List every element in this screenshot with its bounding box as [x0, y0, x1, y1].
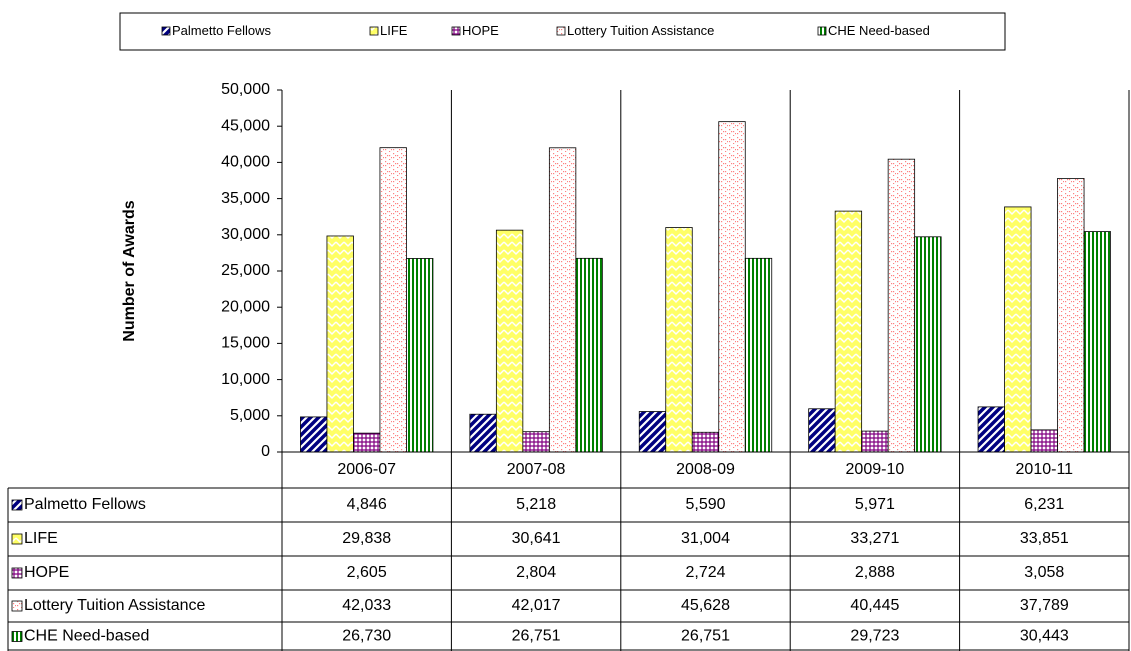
bar	[1057, 178, 1085, 453]
legend-swatch	[369, 26, 379, 36]
table-swatch	[11, 567, 23, 579]
table-value: 42,033	[342, 597, 391, 614]
y-tick-label: 35,000	[221, 190, 270, 207]
table-row-label: CHE Need-based	[24, 628, 149, 645]
bar	[1004, 206, 1032, 453]
legend-swatch	[161, 26, 171, 36]
bar	[914, 236, 942, 453]
table-value: 5,218	[516, 496, 556, 513]
table-value: 45,628	[681, 597, 730, 614]
table-value: 2,888	[855, 564, 895, 581]
y-tick-label: 0	[261, 443, 270, 460]
table-value: 6,231	[1024, 496, 1064, 513]
table-value: 26,730	[342, 628, 391, 645]
y-tick-label: 45,000	[221, 117, 270, 134]
table-row-label: Palmetto Fellows	[24, 496, 146, 513]
table-row-label: HOPE	[24, 564, 69, 581]
bar	[379, 147, 407, 453]
bar	[469, 413, 497, 453]
table-value: 40,445	[850, 597, 899, 614]
bar	[861, 430, 889, 453]
x-tick-label: 2006-07	[337, 461, 396, 478]
table-value: 26,751	[681, 628, 730, 645]
legend-swatch	[817, 26, 827, 36]
bar	[1030, 429, 1058, 453]
bar	[1083, 231, 1111, 453]
legend-swatch	[556, 26, 566, 36]
table-value: 31,004	[681, 530, 730, 547]
bar	[808, 408, 836, 453]
bar	[406, 258, 434, 453]
bar	[665, 227, 693, 453]
table-swatch	[11, 499, 23, 511]
table-value: 29,838	[342, 530, 391, 547]
bar	[353, 432, 381, 453]
table-value: 2,804	[516, 564, 556, 581]
bar	[300, 416, 328, 453]
bar	[522, 431, 550, 453]
table-row-label: Lottery Tuition Assistance	[24, 597, 206, 614]
bar	[887, 158, 916, 453]
y-axis-label: Number of Awards	[121, 200, 138, 341]
bar	[638, 411, 667, 453]
legend-label: CHE Need-based	[828, 23, 930, 38]
bar	[977, 406, 1005, 453]
bar	[691, 431, 720, 453]
table-value: 4,846	[347, 496, 387, 513]
y-tick-label: 30,000	[221, 226, 270, 243]
table-swatch	[11, 600, 23, 612]
bar	[744, 257, 773, 453]
table-swatch	[11, 533, 23, 545]
table-value: 2,605	[347, 564, 387, 581]
legend-label: HOPE	[462, 23, 499, 38]
y-tick-label: 15,000	[221, 335, 270, 352]
bar	[575, 257, 603, 453]
table-value: 33,851	[1020, 530, 1069, 547]
y-tick-label: 40,000	[221, 154, 270, 171]
x-tick-label: 2008-09	[676, 461, 735, 478]
y-tick-label: 50,000	[221, 81, 270, 98]
y-tick-label: 5,000	[230, 407, 270, 424]
x-tick-label: 2009-10	[846, 461, 905, 478]
table-value: 37,789	[1020, 597, 1069, 614]
table-row-label: LIFE	[24, 530, 58, 547]
table-value: 42,017	[512, 597, 561, 614]
bar	[326, 235, 354, 453]
legend-label: LIFE	[380, 23, 408, 38]
table-value: 29,723	[850, 628, 899, 645]
y-tick-label: 25,000	[221, 262, 270, 279]
table-value: 2,724	[685, 564, 725, 581]
table-value: 30,641	[512, 530, 561, 547]
legend-swatch	[451, 26, 461, 36]
bar	[495, 229, 524, 453]
x-tick-label: 2007-08	[507, 461, 566, 478]
table-swatch	[11, 631, 23, 642]
table-value: 30,443	[1020, 628, 1069, 645]
table-value: 33,271	[850, 530, 899, 547]
legend-label: Lottery Tuition Assistance	[567, 23, 714, 38]
y-tick-label: 10,000	[221, 371, 270, 388]
x-tick-label: 2010-11	[1016, 461, 1074, 478]
table-value: 5,971	[855, 496, 895, 513]
table-value: 3,058	[1024, 564, 1064, 581]
bar	[548, 147, 577, 453]
legend-label: Palmetto Fellows	[172, 23, 271, 38]
y-tick-label: 20,000	[221, 298, 270, 315]
bar	[718, 121, 746, 453]
table-value: 5,590	[685, 496, 725, 513]
table-value: 26,751	[512, 628, 561, 645]
bar	[834, 210, 863, 453]
